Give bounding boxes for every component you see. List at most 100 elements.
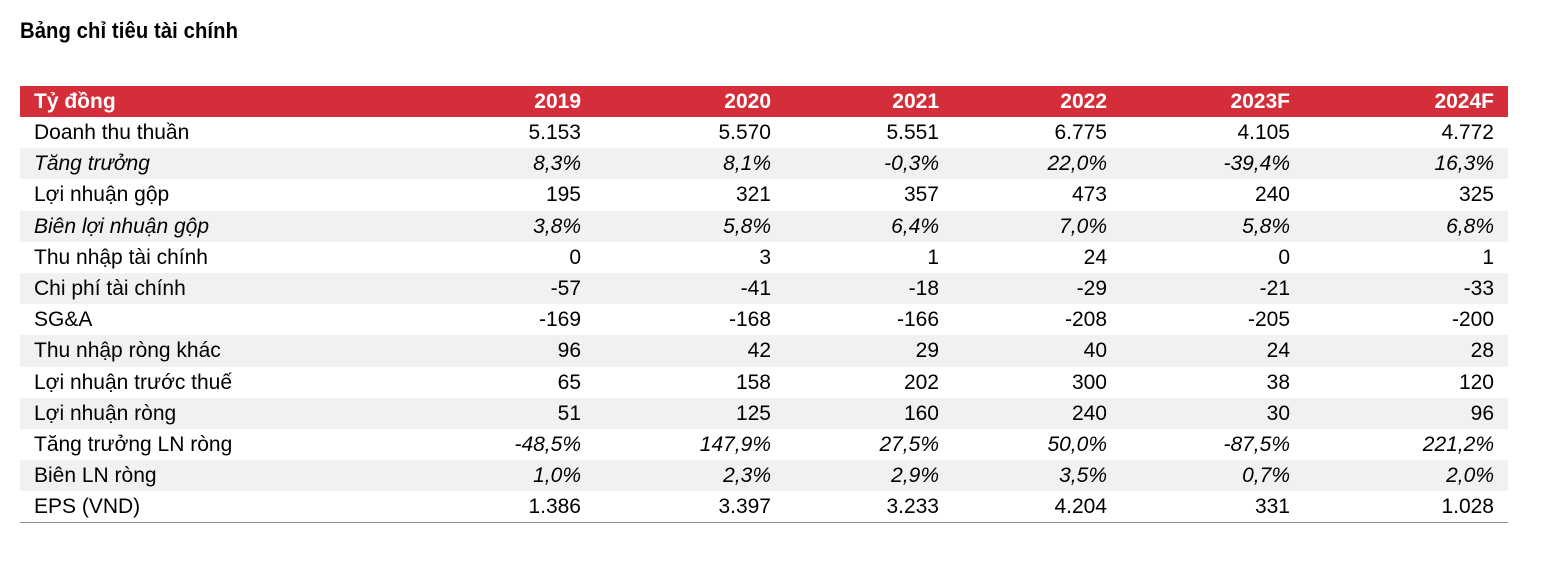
row-value: -39,4% [1121, 148, 1304, 180]
row-value: 3.233 [785, 491, 953, 524]
row-value: 5,8% [1121, 210, 1304, 242]
row-label: Biên LN ròng [20, 460, 430, 492]
row-value: -33 [1304, 272, 1508, 305]
table-row: Tăng trưởng 8,3% 8,1% -0,3% 22,0% -39,4%… [20, 148, 1508, 180]
row-label: Chi phí tài chính [20, 272, 430, 305]
row-value: 4.772 [1441, 121, 1494, 145]
row-label: Thu nhập tài chính [34, 245, 208, 269]
row-value: -29 [953, 272, 1121, 305]
table-row: SG&A -169 -168 -166 -208 -205 -200 [20, 304, 1508, 335]
row-value: -57 [430, 272, 595, 305]
header-year-2020: 2020 [595, 86, 785, 117]
row-value: -200 [1451, 308, 1494, 332]
row-value: 28 [1304, 335, 1508, 367]
row-value: -0,3% [785, 148, 953, 180]
row-value: 6,8% [1304, 210, 1508, 242]
table-header-row: Tỷ đồng 2019 2020 2021 2022 2023F 2024F [20, 86, 1508, 117]
row-value: 96 [430, 335, 595, 367]
row-value: -205 [1247, 308, 1290, 332]
row-value: 5.153 [528, 121, 581, 145]
row-value: 221,2% [1422, 432, 1494, 456]
row-value: 2,0% [1304, 460, 1508, 492]
table-row: Biên LN ròng 1,0% 2,3% 2,9% 3,5% 0,7% 2,… [20, 460, 1508, 492]
row-label: Tăng trưởng LN ròng [34, 432, 233, 456]
row-value: 22,0% [953, 148, 1121, 180]
row-label: Lợi nhuận gộp [34, 183, 170, 207]
row-value: 321 [735, 183, 771, 207]
row-value: 5.570 [718, 121, 771, 145]
row-value: 40 [953, 335, 1121, 367]
table-row: Biên lợi nhuận gộp 3,8% 5,8% 6,4% 7,0% 5… [20, 210, 1508, 242]
row-value: 3.397 [595, 491, 785, 524]
row-value: 1 [927, 245, 939, 269]
row-value: 2,9% [785, 460, 953, 492]
row-value: 6,4% [785, 210, 953, 242]
row-value: 2,3% [595, 460, 785, 492]
row-label: Lợi nhuận ròng [20, 397, 430, 429]
table-row: Thu nhập ròng khác 96 42 29 40 24 28 [20, 335, 1508, 367]
table-row: Lợi nhuận ròng 51 125 160 240 30 96 [20, 397, 1508, 429]
table-row: Doanh thu thuần 5.153 5.570 5.551 6.775 … [20, 117, 1508, 148]
table-row: EPS (VND) 1.386 3.397 3.233 4.204 331 1.… [20, 491, 1508, 524]
row-value: 120 [1458, 370, 1494, 394]
row-value: 240 [953, 397, 1121, 429]
row-value: 0 [569, 245, 581, 269]
row-value: 29 [785, 335, 953, 367]
row-value: -169 [538, 308, 581, 332]
table-row: Lợi nhuận gộp 195 321 357 473 240 325 [20, 179, 1508, 210]
row-label: SG&A [34, 308, 93, 332]
row-value: 331 [1121, 491, 1304, 524]
page-title: Bảng chỉ tiêu tài chính [20, 18, 239, 43]
row-value: 16,3% [1304, 148, 1508, 180]
row-value: -168 [728, 308, 771, 332]
row-label: Biên lợi nhuận gộp [20, 210, 430, 242]
row-value: 24 [1121, 335, 1304, 367]
row-value: 5.551 [886, 121, 939, 145]
header-year-2022: 2022 [953, 86, 1121, 117]
row-value: 27,5% [879, 432, 939, 456]
row-value: 4.204 [953, 491, 1121, 524]
row-label: Tăng trưởng [20, 148, 430, 180]
header-unit-label: Tỷ đồng [20, 86, 430, 117]
row-value: 42 [595, 335, 785, 367]
row-value: -48,5% [514, 432, 581, 456]
financial-indicators-table: Tỷ đồng 2019 2020 2021 2022 2023F 2024F … [20, 86, 1508, 524]
row-label: Doanh thu thuần [34, 121, 190, 145]
row-value: 300 [1071, 370, 1107, 394]
row-value: 38 [1266, 370, 1290, 394]
row-label: EPS (VND) [20, 491, 430, 524]
header-year-2023f: 2023F [1121, 86, 1304, 117]
row-value: 1.386 [430, 491, 595, 524]
row-value: 202 [903, 370, 939, 394]
row-value: -18 [785, 272, 953, 305]
row-value: 240 [1254, 183, 1290, 207]
row-value: 125 [595, 397, 785, 429]
row-value: 5,8% [595, 210, 785, 242]
row-value: 158 [735, 370, 771, 394]
table-row: Thu nhập tài chính 0 3 1 24 0 1 [20, 242, 1508, 273]
row-value: 195 [545, 183, 581, 207]
row-value: 1,0% [430, 460, 595, 492]
row-value: 1.028 [1304, 491, 1508, 524]
row-value: 7,0% [953, 210, 1121, 242]
header-year-2019: 2019 [430, 86, 595, 117]
row-value: 0,7% [1121, 460, 1304, 492]
row-value: 24 [1083, 245, 1107, 269]
row-value: 160 [785, 397, 953, 429]
row-value: 50,0% [1047, 432, 1107, 456]
row-value: 147,9% [699, 432, 771, 456]
row-value: 3 [759, 245, 771, 269]
row-value: 6.775 [1054, 121, 1107, 145]
row-value: 3,5% [953, 460, 1121, 492]
table-row: Tăng trưởng LN ròng -48,5% 147,9% 27,5% … [20, 429, 1508, 460]
row-value: 325 [1458, 183, 1494, 207]
row-value: 96 [1304, 397, 1508, 429]
row-label: Thu nhập ròng khác [20, 335, 430, 367]
row-value: 1 [1482, 245, 1494, 269]
row-value: 65 [557, 370, 581, 394]
row-value: -166 [896, 308, 939, 332]
table-row: Chi phí tài chính -57 -41 -18 -29 -21 -3… [20, 272, 1508, 305]
row-value: 4.105 [1237, 121, 1290, 145]
row-value: 30 [1121, 397, 1304, 429]
row-value: -87,5% [1223, 432, 1290, 456]
